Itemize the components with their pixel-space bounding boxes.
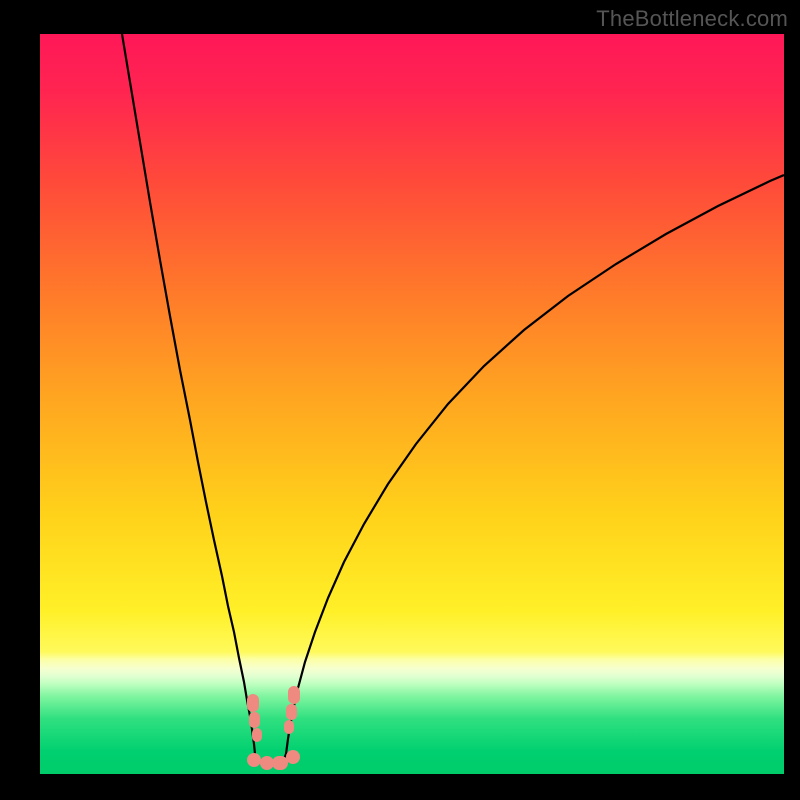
chart-frame: TheBottleneck.com: [0, 0, 800, 800]
marker: [288, 686, 300, 704]
gradient-background: [40, 34, 784, 774]
marker: [247, 694, 259, 712]
watermark-text: TheBottleneck.com: [596, 6, 788, 32]
marker: [272, 756, 288, 770]
marker: [247, 753, 261, 767]
marker: [249, 712, 260, 728]
chart-svg: [40, 34, 784, 774]
marker: [286, 750, 300, 764]
marker: [284, 720, 294, 734]
plot-area: [40, 34, 784, 774]
marker: [252, 728, 262, 742]
marker: [286, 704, 297, 720]
marker: [260, 756, 274, 770]
